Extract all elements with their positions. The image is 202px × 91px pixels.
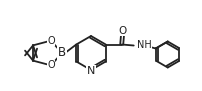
Text: N: N xyxy=(87,66,95,76)
Text: O: O xyxy=(47,36,55,46)
Text: NH: NH xyxy=(137,40,152,51)
Text: O: O xyxy=(47,60,55,70)
Text: B: B xyxy=(58,47,66,60)
Text: O: O xyxy=(119,25,127,35)
